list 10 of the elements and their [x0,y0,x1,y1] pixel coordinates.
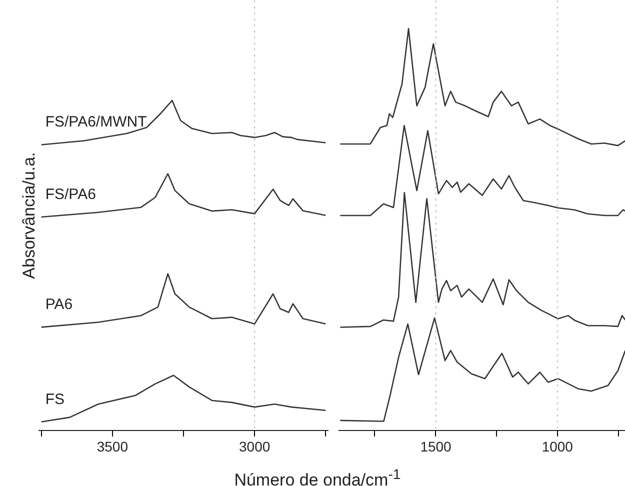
x-tick-label: 1500 [420,438,452,454]
series-label: PA6 [45,296,73,314]
series-label: FS/PA6/MWNT [45,114,147,131]
x-tick-label: 3000 [239,438,270,454]
series-label: FS [45,390,65,408]
y-axis-title: Absorvância/u.a. [20,152,38,279]
x-tick-label: 3500 [96,438,128,454]
x-axis-title: Número de onda/cm$^{-1}$ [234,466,401,486]
series-label: FS/PA6 [45,186,96,203]
x-tick-label: 1000 [542,438,574,454]
